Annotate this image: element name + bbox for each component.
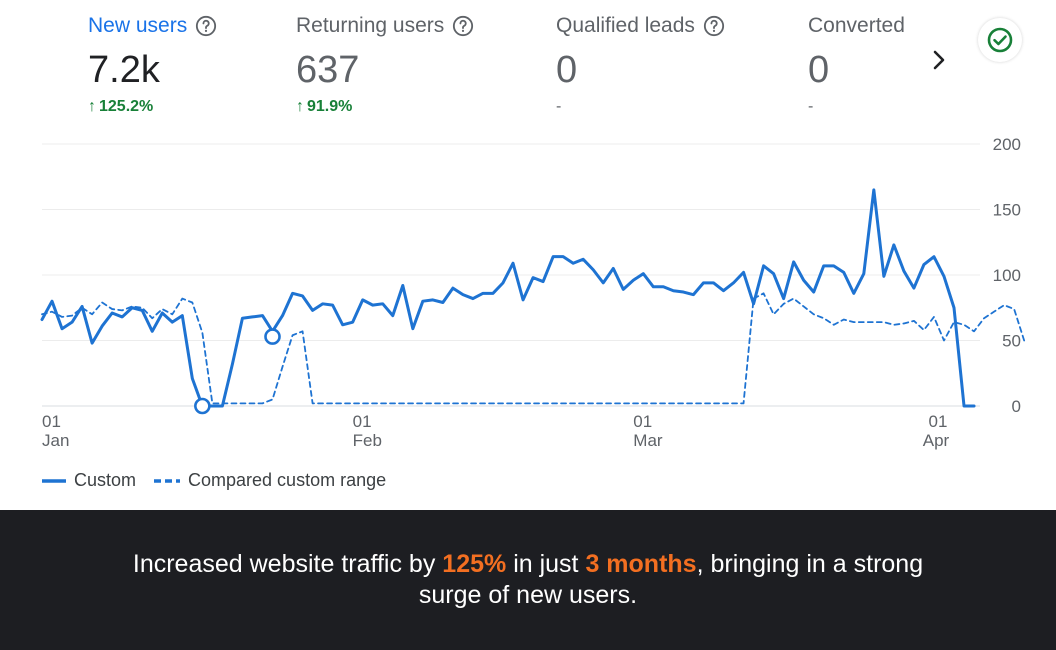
help-circle-icon[interactable] [452,15,474,37]
metric-label: Converted [808,14,905,37]
metric-returning-users[interactable]: Returning users 637 ↑ 91.9% [296,14,474,116]
y-tick-label: 50 [1002,332,1021,351]
metric-change: - [556,98,725,116]
x-tick-label: 01 [633,412,652,431]
help-circle-icon[interactable] [195,15,217,37]
caption-highlight: 3 months [585,550,697,578]
x-tick-label: 01 [929,412,948,431]
caption-part: in just [506,550,586,578]
metric-label: New users [88,14,188,37]
metric-value: 0 [556,49,578,91]
metric-change: ↑ 91.9% [296,98,474,116]
dashed-line-swatch [154,478,181,483]
metric-new-users[interactable]: New users 7.2k ↑ 125.2% [88,14,217,116]
metric-change-value: 91.9% [307,98,353,115]
metric-converted[interactable]: Converted 0 - [808,14,905,116]
metric-change-value: - [808,98,814,115]
series-line-compared [41,292,1026,405]
metric-header: New users [88,14,217,38]
legend-label: Custom [74,470,137,490]
caption-highlight: 125% [442,550,507,578]
metric-qualified-leads[interactable]: Qualified leads 0 - [556,14,725,116]
metric-change: ↑ 125.2% [88,98,217,116]
chevron-right-icon[interactable] [926,44,954,76]
y-tick-label: 100 [993,266,1021,285]
arrow-up-icon: ↑ [88,98,96,115]
status-badge[interactable] [978,18,1022,62]
arrow-up-icon: ↑ [296,98,304,115]
caption-banner: Increased website traffic by 125% in jus… [0,510,1056,650]
metric-change-value: - [556,98,562,115]
metric-header: Converted [808,14,905,38]
x-tick-label: Jan [42,431,69,450]
x-tick-label: 01 [353,412,372,431]
x-tick-label: 01 [42,412,61,431]
metric-change-value: 125.2% [99,98,154,115]
caption-text: Increased website traffic by 125% in jus… [118,549,938,611]
legend-item-compare[interactable]: Compared custom range [154,470,386,491]
data-point-marker [264,328,281,345]
y-tick-label: 0 [1012,397,1021,416]
x-tick-label: Feb [353,431,382,450]
legend-item-custom[interactable]: Custom [42,470,136,491]
metric-change: - [808,98,905,116]
caption-part: Increased website traffic by [132,550,443,578]
y-tick-label: 200 [993,135,1021,154]
series-line-custom [40,188,976,408]
help-circle-icon[interactable] [703,15,725,37]
metric-header: Returning users [296,14,474,38]
x-tick-label: Apr [923,431,950,450]
metric-label: Qualified leads [556,14,695,37]
metric-value: 637 [296,49,360,91]
y-tick-label: 150 [993,201,1021,220]
metric-value: 7.2k [88,49,160,91]
x-tick-label: Mar [633,431,663,450]
metric-header: Qualified leads [556,14,725,38]
metric-value: 0 [808,49,830,91]
caption-part: , bringing in a strong surge of new user… [418,550,924,609]
data-point-marker [194,397,211,415]
legend-label: Compared custom range [188,470,387,490]
metric-label: Returning users [296,14,445,37]
chart-legend: Custom Compared custom range [42,470,404,491]
solid-line-swatch [42,478,66,483]
check-circle-icon [987,27,1013,53]
